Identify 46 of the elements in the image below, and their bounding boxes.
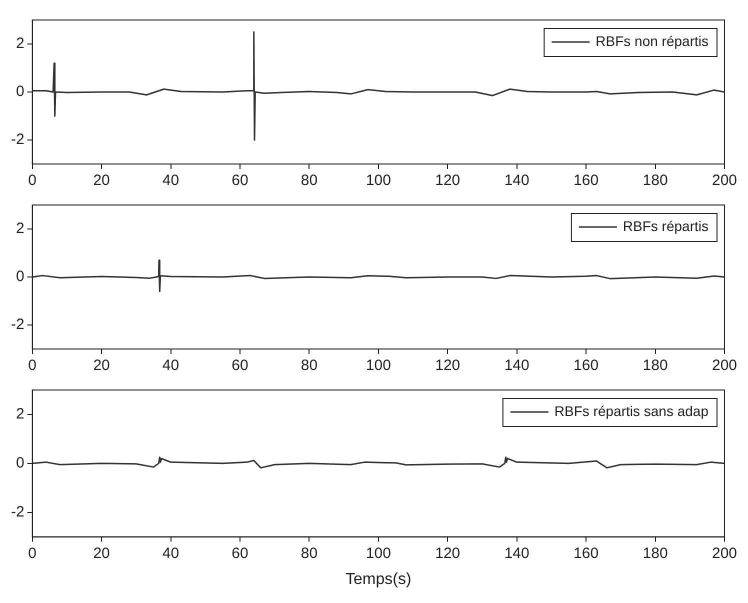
x-tick-label: 200: [712, 544, 737, 562]
x-tick-label: 160: [574, 357, 599, 374]
x-tick-label: 20: [93, 172, 110, 190]
x-tick-label: 100: [366, 357, 391, 374]
x-tick-label: 20: [93, 357, 110, 374]
x-tick-label: 60: [232, 357, 248, 374]
x-tick-label: 80: [300, 544, 318, 562]
x-tick-label: 160: [574, 172, 599, 190]
x-tick-label: 160: [574, 544, 599, 562]
y-tick-label: 2: [16, 406, 24, 423]
x-tick-label: 120: [435, 544, 460, 562]
x-tick-label: 120: [435, 172, 460, 190]
x-tick-label: 100: [366, 172, 391, 190]
legend-label: RBFs répartis sans adap: [554, 402, 709, 419]
x-tick-label: 180: [642, 544, 668, 562]
legend-label: RBFs répartis: [622, 218, 708, 234]
x-axis-title: Temps(s): [346, 570, 412, 588]
y-tick-label: 0: [16, 268, 24, 286]
x-tick-label: 80: [300, 172, 318, 190]
x-tick-label: 140: [504, 544, 530, 562]
y-tick-label: -2: [10, 316, 24, 334]
x-tick-label: 140: [504, 172, 530, 190]
y-tick-label: 2: [16, 220, 24, 238]
y-tick-label: 2: [16, 35, 24, 52]
x-tick-label: 0: [28, 172, 37, 190]
x-tick-label: 60: [232, 544, 248, 562]
x-tick-label: 40: [162, 172, 180, 190]
x-tick-label: 60: [232, 172, 248, 190]
x-tick-label: 180: [642, 357, 668, 374]
y-tick-label: 0: [16, 83, 24, 100]
x-tick-label: 0: [28, 357, 37, 374]
y-tick-label: -2: [10, 131, 24, 148]
x-tick-label: 40: [162, 357, 180, 374]
x-tick-label: 40: [162, 544, 180, 562]
x-tick-label: 120: [435, 357, 460, 374]
x-tick-label: 180: [642, 172, 668, 190]
x-tick-label: 20: [93, 544, 110, 562]
y-tick-label: -2: [10, 503, 24, 520]
legend-label: RBFs non répartis: [596, 32, 708, 49]
x-tick-label: 140: [504, 357, 530, 374]
y-tick-label: 0: [16, 454, 24, 472]
x-tick-label: 80: [300, 357, 318, 374]
x-tick-label: 100: [366, 544, 391, 562]
x-tick-label: 0: [28, 544, 37, 562]
x-tick-label: 200: [712, 357, 737, 374]
x-tick-label: 200: [712, 172, 737, 190]
